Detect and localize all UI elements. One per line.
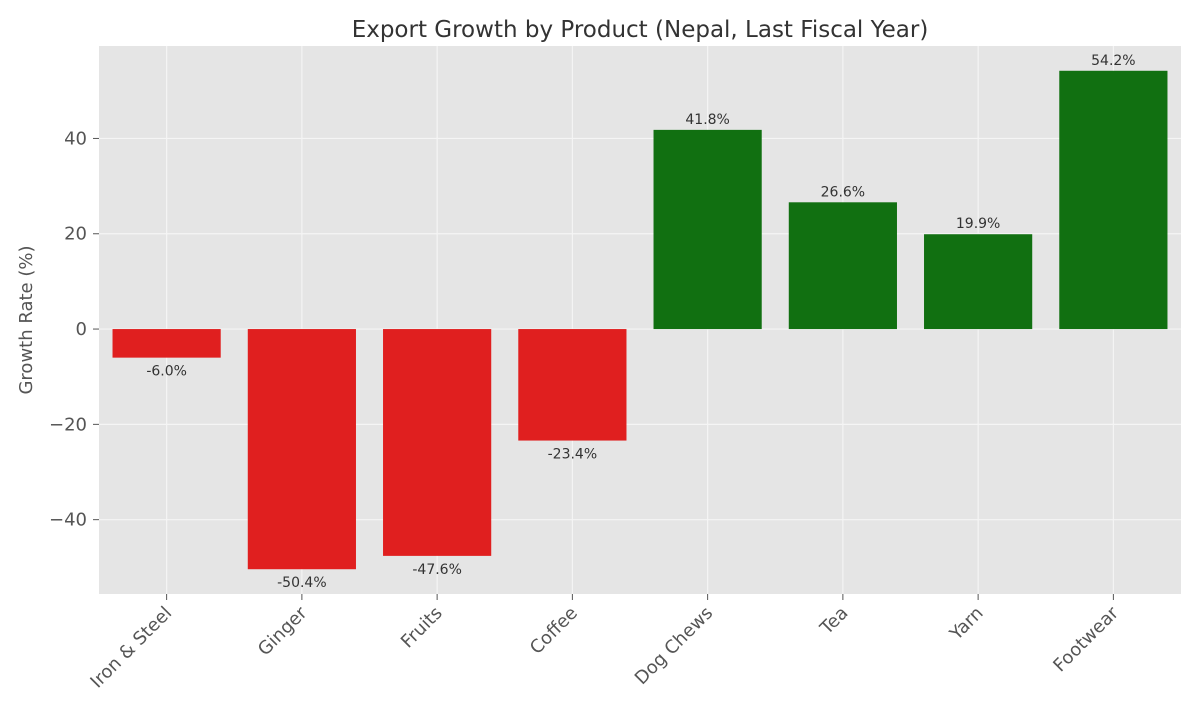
- data-label: 54.2%: [1091, 53, 1135, 69]
- bar-dog-chews: [653, 129, 762, 330]
- data-label: 26.6%: [821, 184, 865, 200]
- bar-coffee: [518, 329, 627, 441]
- x-tick-label: Fruits: [397, 603, 447, 653]
- x-tick-label: Footwear: [1049, 602, 1123, 676]
- x-tick-label: Dog Chews: [631, 603, 717, 689]
- bar-yarn: [924, 234, 1033, 330]
- data-label: -6.0%: [146, 364, 187, 380]
- x-tick-label: Iron & Steel: [86, 603, 176, 693]
- data-label: -47.6%: [412, 562, 462, 578]
- x-tick-label: Coffee: [526, 603, 582, 659]
- x-tick-label: Ginger: [254, 602, 312, 660]
- y-tick-label: 0: [76, 319, 87, 340]
- bar-footwear: [1059, 70, 1168, 330]
- bar-fruits: [383, 329, 492, 556]
- data-label: 41.8%: [685, 112, 729, 128]
- y-tick-label: −40: [49, 510, 87, 531]
- bar-tea: [788, 202, 897, 330]
- y-axis-label: Growth Rate (%): [16, 245, 37, 394]
- x-tick-label: Tea: [816, 603, 853, 640]
- bar-iron-steel: [112, 329, 221, 358]
- x-tick-label: Yarn: [945, 603, 987, 645]
- chart-title: Export Growth by Product (Nepal, Last Fi…: [352, 17, 929, 43]
- data-label: -23.4%: [548, 447, 598, 463]
- data-label: -50.4%: [277, 575, 327, 591]
- bar-ginger: [247, 329, 356, 570]
- plot-area: −40 −20 0 20 40 -6.0% Iron & Steel -50.4% Ginger…: [49, 46, 1181, 692]
- data-label: 19.9%: [956, 216, 1000, 232]
- y-tick-label: −20: [49, 414, 87, 435]
- y-tick-label: 20: [64, 224, 87, 245]
- y-tick-label: 40: [64, 128, 87, 149]
